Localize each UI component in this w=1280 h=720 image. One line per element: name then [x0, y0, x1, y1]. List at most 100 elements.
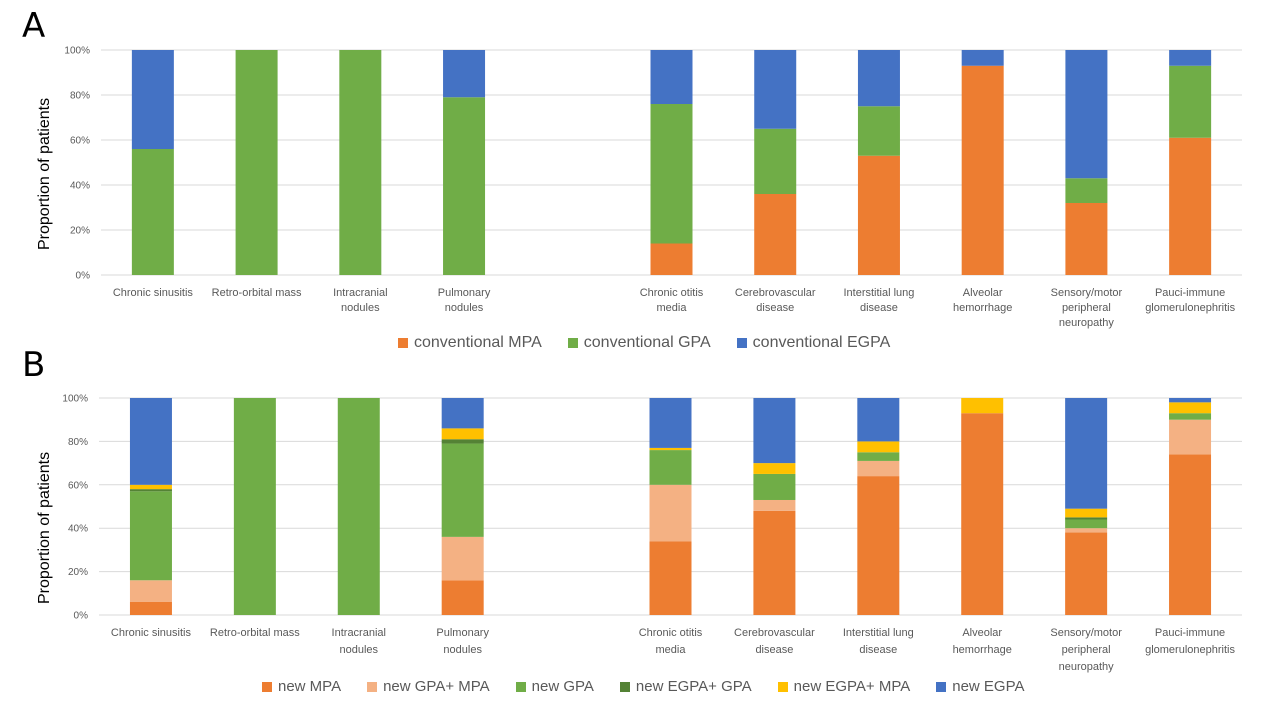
- legend-label: new GPA: [531, 678, 594, 695]
- x-category-label: Pulmonary nodules: [438, 287, 491, 314]
- x-category-label: Cerebrovascular disease: [734, 627, 815, 656]
- y-tick-label: 0%: [74, 611, 89, 622]
- bar-segment: [754, 128, 797, 194]
- legend-label: new EGPA+ MPA: [793, 678, 911, 695]
- bar-segment: [650, 104, 693, 244]
- bar-segment: [131, 50, 174, 149]
- legend-label: conventional MPA: [414, 334, 542, 351]
- bar-segment: [961, 398, 1004, 414]
- legend-swatch: [515, 681, 526, 692]
- bar-segment: [441, 536, 484, 581]
- bar-segment: [1065, 203, 1108, 275]
- chart-a-legend: conventional MPA conventional GPA conventi…: [398, 334, 890, 352]
- x-category-label: Interstitial lung disease: [843, 627, 914, 656]
- y-tick-label: 100%: [64, 46, 90, 57]
- bar-segment: [857, 106, 900, 156]
- bar-segment: [1065, 50, 1108, 179]
- bar-segment: [857, 460, 900, 477]
- bar-segment: [441, 443, 484, 537]
- y-tick-label: 60%: [70, 136, 90, 147]
- y-tick-label: 20%: [70, 226, 90, 237]
- bar-segment: [233, 398, 276, 615]
- legend-swatch: [777, 681, 788, 692]
- chart-a: 0% 20% 40% 60% 80% 100% Chronic sinusitis Retro…: [64, 46, 1242, 329]
- x-category-label: Chronic sinusitis: [111, 627, 192, 639]
- legend-swatch: [736, 338, 747, 348]
- bar-segment: [857, 452, 900, 461]
- bar-segment: [753, 463, 796, 474]
- bar-segment: [649, 450, 692, 485]
- x-category-label: Pulmonary nodules: [436, 627, 489, 656]
- bar-segment: [649, 484, 692, 542]
- bar-segment: [129, 491, 172, 581]
- legend-swatch: [619, 681, 630, 692]
- x-category-label: Sensory/motor peripheral neuropathy: [1051, 287, 1123, 329]
- legend-label: conventional GPA: [583, 334, 711, 351]
- bar-segment: [753, 398, 796, 464]
- legend-label: conventional EGPA: [752, 334, 891, 351]
- bar-segment: [1065, 508, 1108, 518]
- legend-item: conventional MPA: [398, 334, 542, 352]
- legend-swatch: [367, 681, 378, 692]
- bar-segment: [1169, 454, 1212, 615]
- bar-segment: [753, 473, 796, 500]
- bar-segment: [857, 155, 900, 275]
- bar-segment: [1065, 178, 1108, 203]
- bar-segment: [129, 489, 172, 492]
- x-category-label: Retro-orbital mass: [212, 287, 302, 299]
- y-tick-label: 80%: [70, 91, 90, 102]
- legend-item: new EGPA: [936, 678, 1025, 695]
- bar-segment: [753, 510, 796, 615]
- bar-segment: [1065, 528, 1108, 533]
- y-tick-label: 40%: [70, 181, 90, 192]
- legend-item: new EGPA+ GPA: [619, 678, 752, 695]
- bar-segment: [129, 580, 172, 602]
- legend-item: conventional GPA: [567, 334, 711, 352]
- bar-segment: [1169, 413, 1212, 420]
- legend-label: new EGPA+ GPA: [635, 678, 752, 695]
- bar-segment: [1169, 402, 1212, 414]
- panel-a-label: A: [22, 6, 46, 46]
- bar-segment: [649, 541, 692, 615]
- x-category-label: Chronic otitis media: [640, 287, 704, 314]
- x-category-label: Pauci-immune glomerulonephritis: [1145, 627, 1235, 656]
- bar-segment: [339, 50, 382, 275]
- x-category-label: Intracranial nodules: [332, 627, 386, 656]
- bar-segment: [650, 243, 693, 275]
- bar-segment: [857, 476, 900, 615]
- legend-swatch: [262, 681, 272, 692]
- bar-segment: [441, 428, 484, 440]
- legend-item: new GPA+ MPA: [367, 678, 490, 695]
- x-category-label: Cerebrovascular disease: [735, 287, 816, 314]
- bar-segment: [857, 398, 900, 442]
- bar-segment: [1169, 65, 1212, 138]
- y-tick-label: 60%: [68, 480, 88, 491]
- x-category-label: Chronic sinusitis: [113, 287, 194, 299]
- bar-segment: [235, 50, 278, 275]
- bar-segment: [961, 65, 1004, 275]
- x-category-label: Retro-orbital mass: [210, 627, 300, 639]
- bar-segment: [441, 398, 484, 429]
- y-tick-label: 0%: [76, 271, 91, 282]
- y-tick-label: 20%: [68, 567, 88, 578]
- x-category-label: Pauci-immune glomerulonephritis: [1145, 287, 1235, 314]
- x-category-label: Sensory/motor peripheral neuropathy: [1050, 627, 1122, 673]
- legend-item: conventional EGPA: [736, 334, 891, 352]
- chart-b-legend: new MPA new GPA+ MPA new GPA new EGPA+ GPA n…: [262, 678, 1025, 695]
- bar-segment: [754, 194, 797, 275]
- y-tick-label: 80%: [68, 437, 88, 448]
- bar-segment: [129, 484, 172, 490]
- x-category-label: Alveolar hemorrhage: [953, 627, 1012, 656]
- bar-segment: [961, 413, 1004, 615]
- legend-label: new MPA: [278, 678, 342, 695]
- bar-segment: [443, 97, 486, 275]
- bar-segment: [1169, 50, 1212, 66]
- bar-segment: [649, 447, 692, 451]
- bar-segment: [1169, 398, 1212, 403]
- bar-segment: [441, 439, 484, 444]
- x-category-label: Interstitial lung disease: [843, 287, 914, 314]
- bar-segment: [129, 601, 172, 615]
- legend-label: new EGPA: [952, 678, 1025, 695]
- bar-segment: [1065, 532, 1108, 615]
